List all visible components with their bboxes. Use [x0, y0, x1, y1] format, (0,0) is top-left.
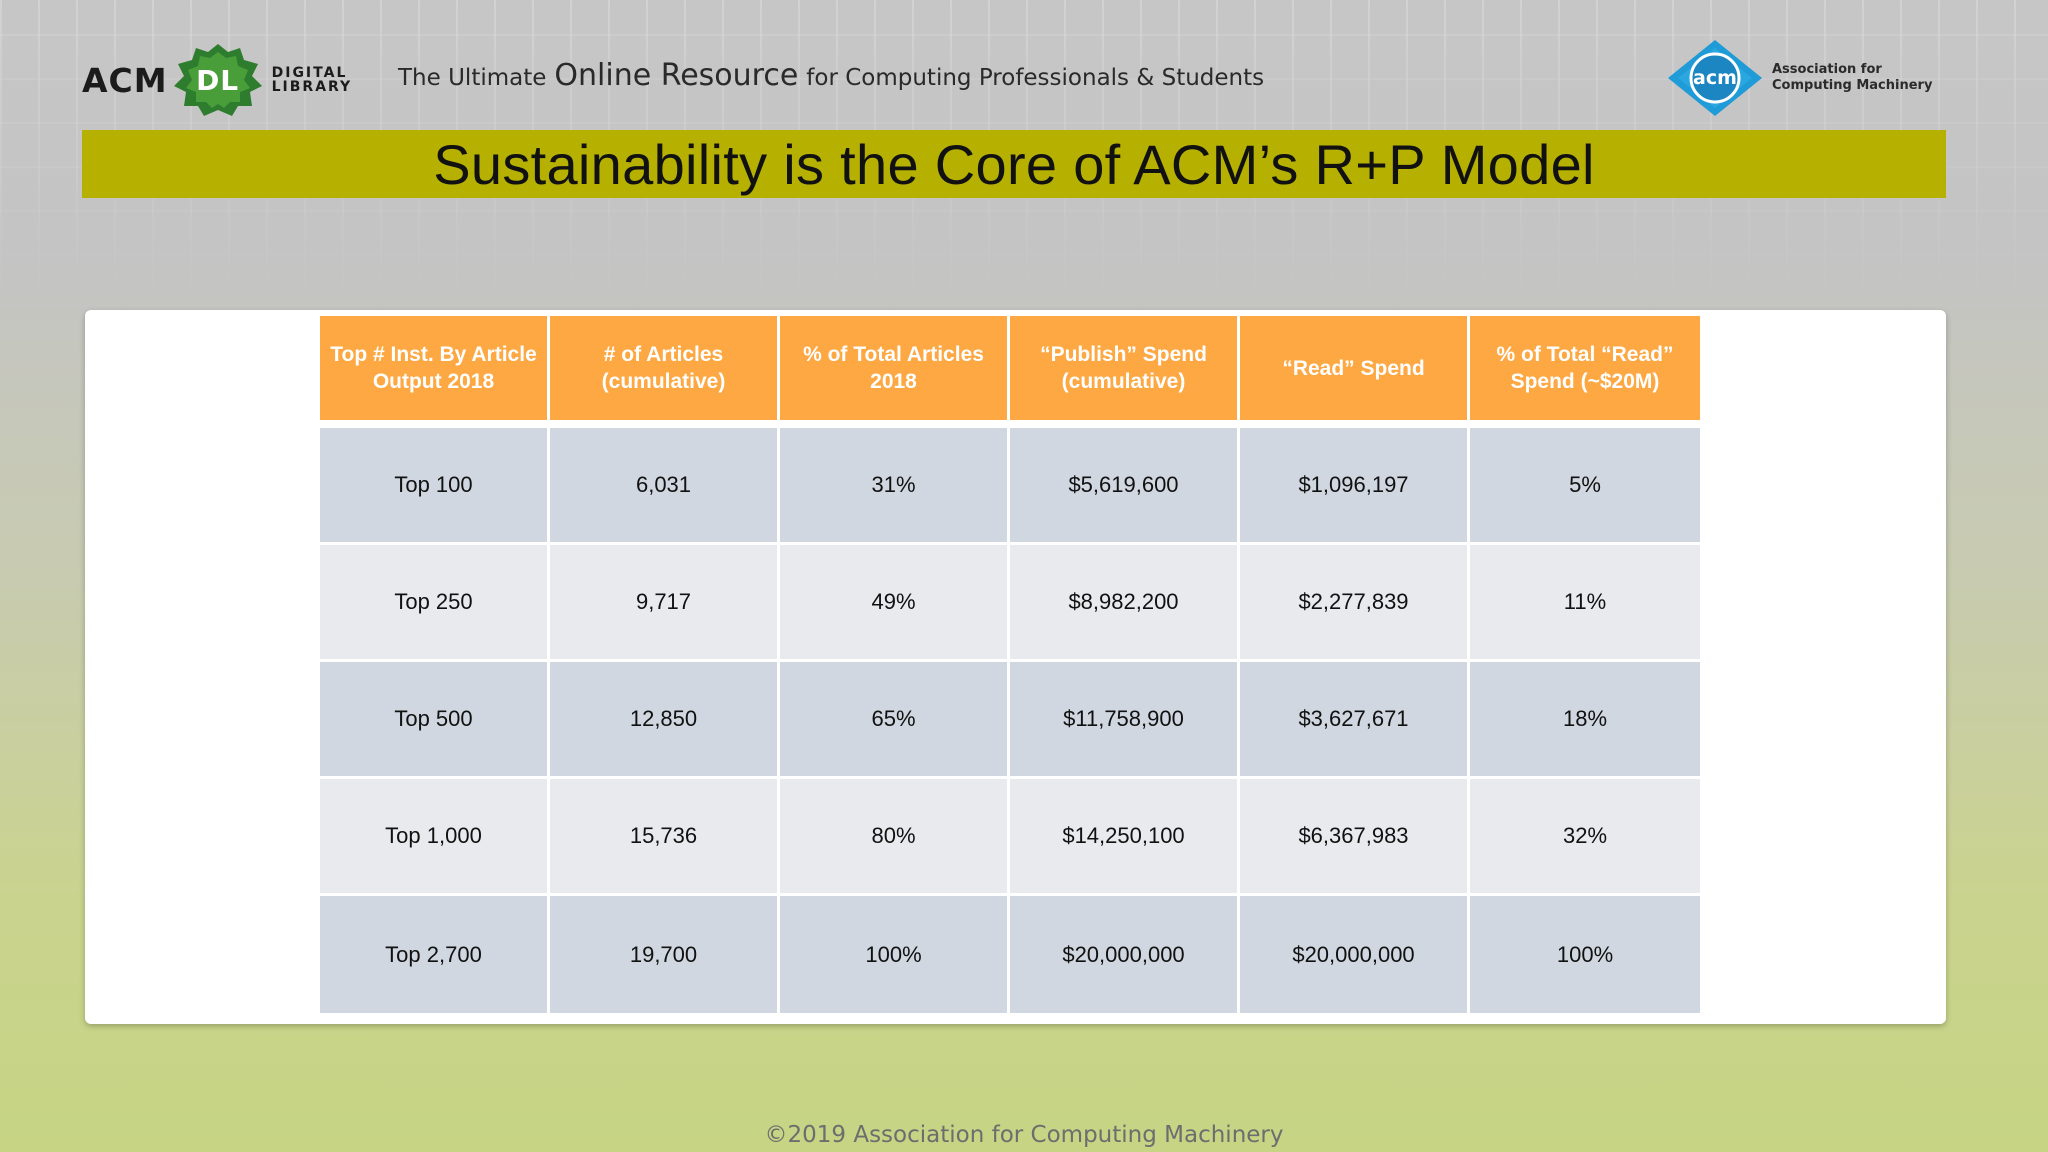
table-cell: 5%	[1470, 428, 1700, 545]
table-cell: Top 500	[320, 662, 550, 779]
footer-copyright: ©2019 Association for Computing Machiner…	[764, 1122, 1284, 1148]
table-cell: $8,982,200	[1010, 545, 1240, 662]
data-table: Top # Inst. By Article Output 2018 # of …	[320, 316, 1700, 1013]
slide-title-bar: Sustainability is the Core of ACM’s R+P …	[82, 130, 1946, 198]
slide-title: Sustainability is the Core of ACM’s R+P …	[433, 132, 1595, 196]
table-cell: Top 100	[320, 428, 550, 545]
tagline-part-1: The Ultimate	[398, 65, 547, 91]
acm-org-name: Association for Computing Machinery	[1772, 62, 1932, 94]
logo-digital-word: DIGITAL	[271, 65, 348, 81]
table-cell: 31%	[780, 428, 1010, 545]
header-cell-read-spend: “Read” Spend	[1240, 316, 1470, 428]
table-cell: Top 2,700	[320, 896, 550, 1013]
table-row: Top 500 12,850 65% $11,758,900 $3,627,67…	[320, 662, 1700, 779]
table-cell: $2,277,839	[1240, 545, 1470, 662]
table-cell: 65%	[780, 662, 1010, 779]
dl-badge-icon: DL	[172, 42, 264, 118]
logo-digital-library: DIGITAL LIBRARY	[272, 66, 353, 94]
table-header-row: Top # Inst. By Article Output 2018 # of …	[320, 316, 1700, 428]
table-cell: 12,850	[550, 662, 780, 779]
table-cell: $20,000,000	[1010, 896, 1240, 1013]
table-cell: $14,250,100	[1010, 779, 1240, 896]
table-row: Top 250 9,717 49% $8,982,200 $2,277,839 …	[320, 545, 1700, 662]
header-cell-institutions: Top # Inst. By Article Output 2018	[320, 316, 550, 428]
table-cell: 11%	[1470, 545, 1700, 662]
table-cell: Top 250	[320, 545, 550, 662]
table-cell: 6,031	[550, 428, 780, 545]
table-cell: 32%	[1470, 779, 1700, 896]
table-cell: 19,700	[550, 896, 780, 1013]
table-cell: 80%	[780, 779, 1010, 896]
logo-acm-word: ACM	[82, 60, 168, 100]
acm-org-logo: acm Association for Computing Machinery	[1666, 38, 1946, 118]
acm-dl-logo: ACM DL DIGITAL LIBRARY	[82, 42, 352, 118]
table-cell: Top 1,000	[320, 779, 550, 896]
table-cell: 18%	[1470, 662, 1700, 779]
logo-library-word: LIBRARY	[271, 79, 353, 95]
header-cell-pct-articles: % of Total Articles 2018	[780, 316, 1010, 428]
header-cell-publish-spend: “Publish” Spend (cumulative)	[1010, 316, 1240, 428]
header-cell-pct-read-spend: % of Total “Read” Spend (~$20M)	[1470, 316, 1700, 428]
table-row: Top 100 6,031 31% $5,619,600 $1,096,197 …	[320, 428, 1700, 545]
table-cell: $11,758,900	[1010, 662, 1240, 779]
table-cell: 100%	[780, 896, 1010, 1013]
table-row: Top 1,000 15,736 80% $14,250,100 $6,367,…	[320, 779, 1700, 896]
table-cell: 49%	[780, 545, 1010, 662]
tagline-part-2: for Computing Professionals & Students	[806, 65, 1265, 91]
table-row: Top 2,700 19,700 100% $20,000,000 $20,00…	[320, 896, 1700, 1013]
table-cell: 9,717	[550, 545, 780, 662]
table-cell: 15,736	[550, 779, 780, 896]
tagline-emphasis: Online Resource	[554, 58, 799, 93]
table-cell: $3,627,671	[1240, 662, 1470, 779]
table-cell: $20,000,000	[1240, 896, 1470, 1013]
table-cell: 100%	[1470, 896, 1700, 1013]
logo-dl-text: DL	[196, 63, 240, 97]
table-cell: $1,096,197	[1240, 428, 1470, 545]
tagline: The Ultimate Online Resource for Computi…	[398, 58, 1264, 98]
acm-org-name-line-2: Computing Machinery	[1772, 78, 1933, 93]
table-cell: $6,367,983	[1240, 779, 1470, 896]
acm-org-name-line-1: Association for	[1772, 62, 1882, 77]
header-cell-articles: # of Articles (cumulative)	[550, 316, 780, 428]
slide-header: ACM DL DIGITAL LIBRARY The Ultimate Onli…	[0, 0, 2048, 130]
table-cell: $5,619,600	[1010, 428, 1240, 545]
acm-logo-text: acm	[1693, 67, 1737, 89]
